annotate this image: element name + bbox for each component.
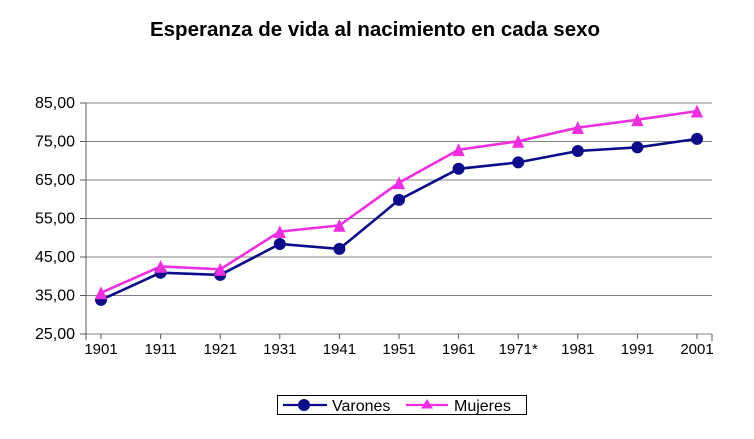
svg-text:Varones: Varones	[332, 398, 390, 415]
svg-text:1941: 1941	[323, 341, 356, 358]
svg-text:55,00: 55,00	[35, 211, 75, 228]
svg-text:75,00: 75,00	[35, 134, 75, 151]
svg-text:25,00: 25,00	[35, 326, 75, 343]
svg-text:2001: 2001	[680, 341, 713, 358]
svg-text:1921: 1921	[204, 341, 237, 358]
svg-text:1961: 1961	[442, 341, 475, 358]
svg-text:1981: 1981	[561, 341, 594, 358]
svg-text:85,00: 85,00	[35, 95, 75, 112]
svg-text:65,00: 65,00	[35, 172, 75, 189]
svg-text:1901: 1901	[84, 341, 117, 358]
svg-text:1911: 1911	[144, 341, 176, 358]
svg-text:1971*: 1971*	[499, 341, 538, 358]
svg-text:1931: 1931	[263, 341, 296, 358]
svg-text:35,00: 35,00	[35, 288, 75, 305]
svg-text:1991: 1991	[621, 341, 654, 358]
svg-text:Mujeres: Mujeres	[454, 398, 511, 415]
svg-text:45,00: 45,00	[35, 249, 75, 266]
svg-text:1951: 1951	[382, 341, 415, 358]
